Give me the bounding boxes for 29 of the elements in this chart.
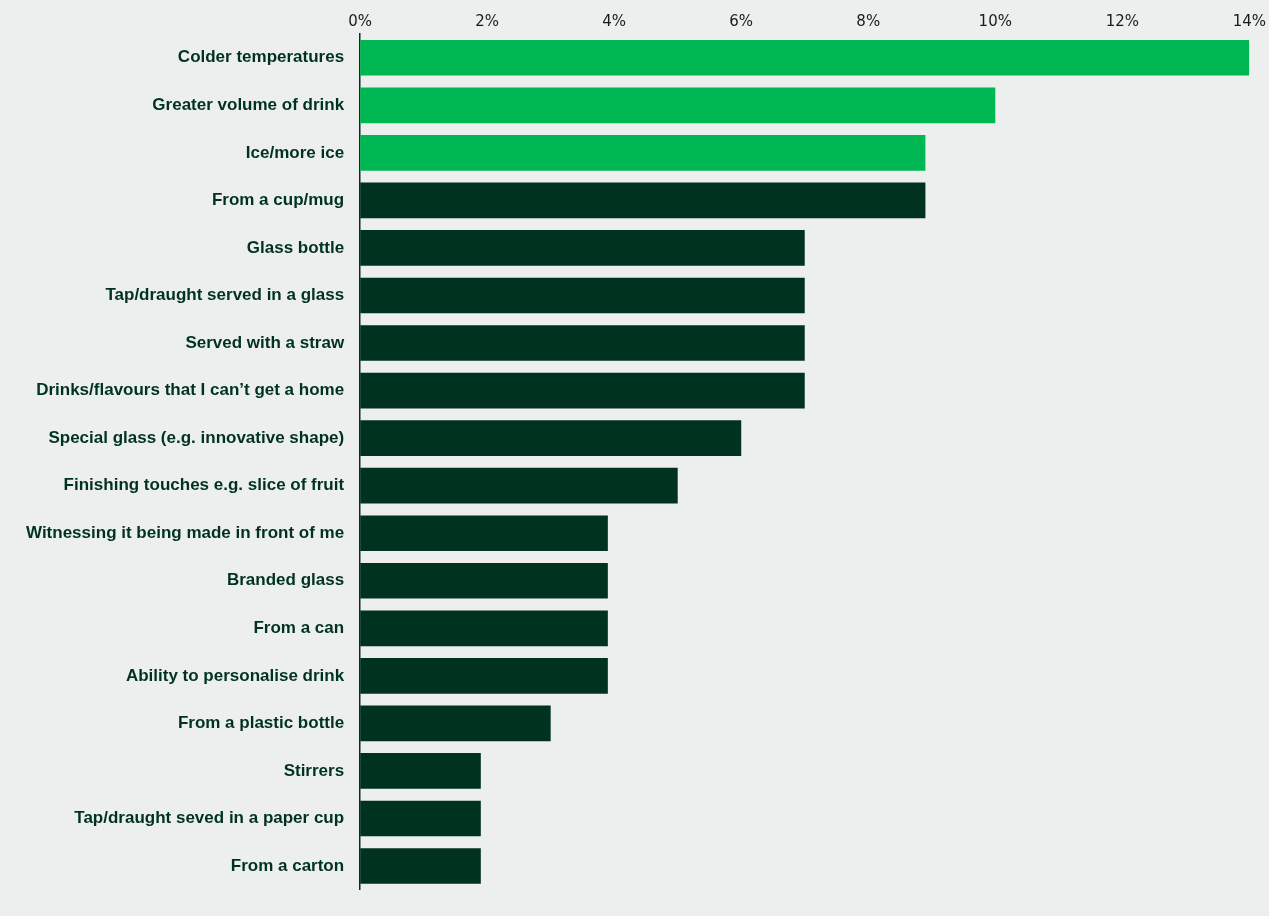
y-tick-label: Special glass (e.g. innovative shape) — [48, 427, 345, 447]
y-tick-label: Tap/draught seved in a paper cup — [74, 808, 345, 828]
y-tick-label: Stirrers — [283, 760, 345, 780]
x-tick-label: 0% — [348, 11, 373, 30]
x-tick-label: 2% — [475, 11, 500, 30]
y-tick-label: From a plastic bottle — [177, 713, 345, 733]
y-tick-label: From a cup/mug — [211, 190, 345, 210]
bar — [360, 135, 926, 171]
y-tick-label: Witnessing it being made in front of me — [26, 522, 345, 542]
y-tick-label: Ice/more ice — [245, 142, 345, 162]
y-tick-label: Served with a straw — [185, 332, 345, 352]
y-tick-label: Greater volume of drink — [152, 95, 345, 114]
bar — [360, 39, 1250, 76]
y-tick-label: Drinks/flavours that I can’t get a home — [36, 380, 345, 400]
x-tick-label: 4% — [602, 11, 627, 30]
x-tick-label: 10% — [978, 11, 1012, 30]
y-tick-label: Branded glass — [226, 570, 345, 590]
y-tick-label: From a carton — [230, 855, 345, 875]
y-tick-label: Tap/draught served in a glass — [105, 285, 345, 305]
bar — [360, 87, 996, 124]
y-tick-label: Colder temperatures — [177, 47, 345, 67]
y-tick-label: Glass bottle — [246, 237, 345, 257]
y-tick-label: Finishing touches e.g. slice of fruit — [63, 475, 345, 495]
x-tick-label: 8% — [856, 11, 881, 30]
x-tick-label: 12% — [1105, 11, 1139, 30]
y-tick-label: Ability to personalise drink — [125, 665, 345, 685]
y-tick-label: From a can — [253, 617, 345, 637]
x-tick-label: 6% — [729, 11, 754, 30]
x-tick-label: 14% — [1232, 11, 1266, 30]
